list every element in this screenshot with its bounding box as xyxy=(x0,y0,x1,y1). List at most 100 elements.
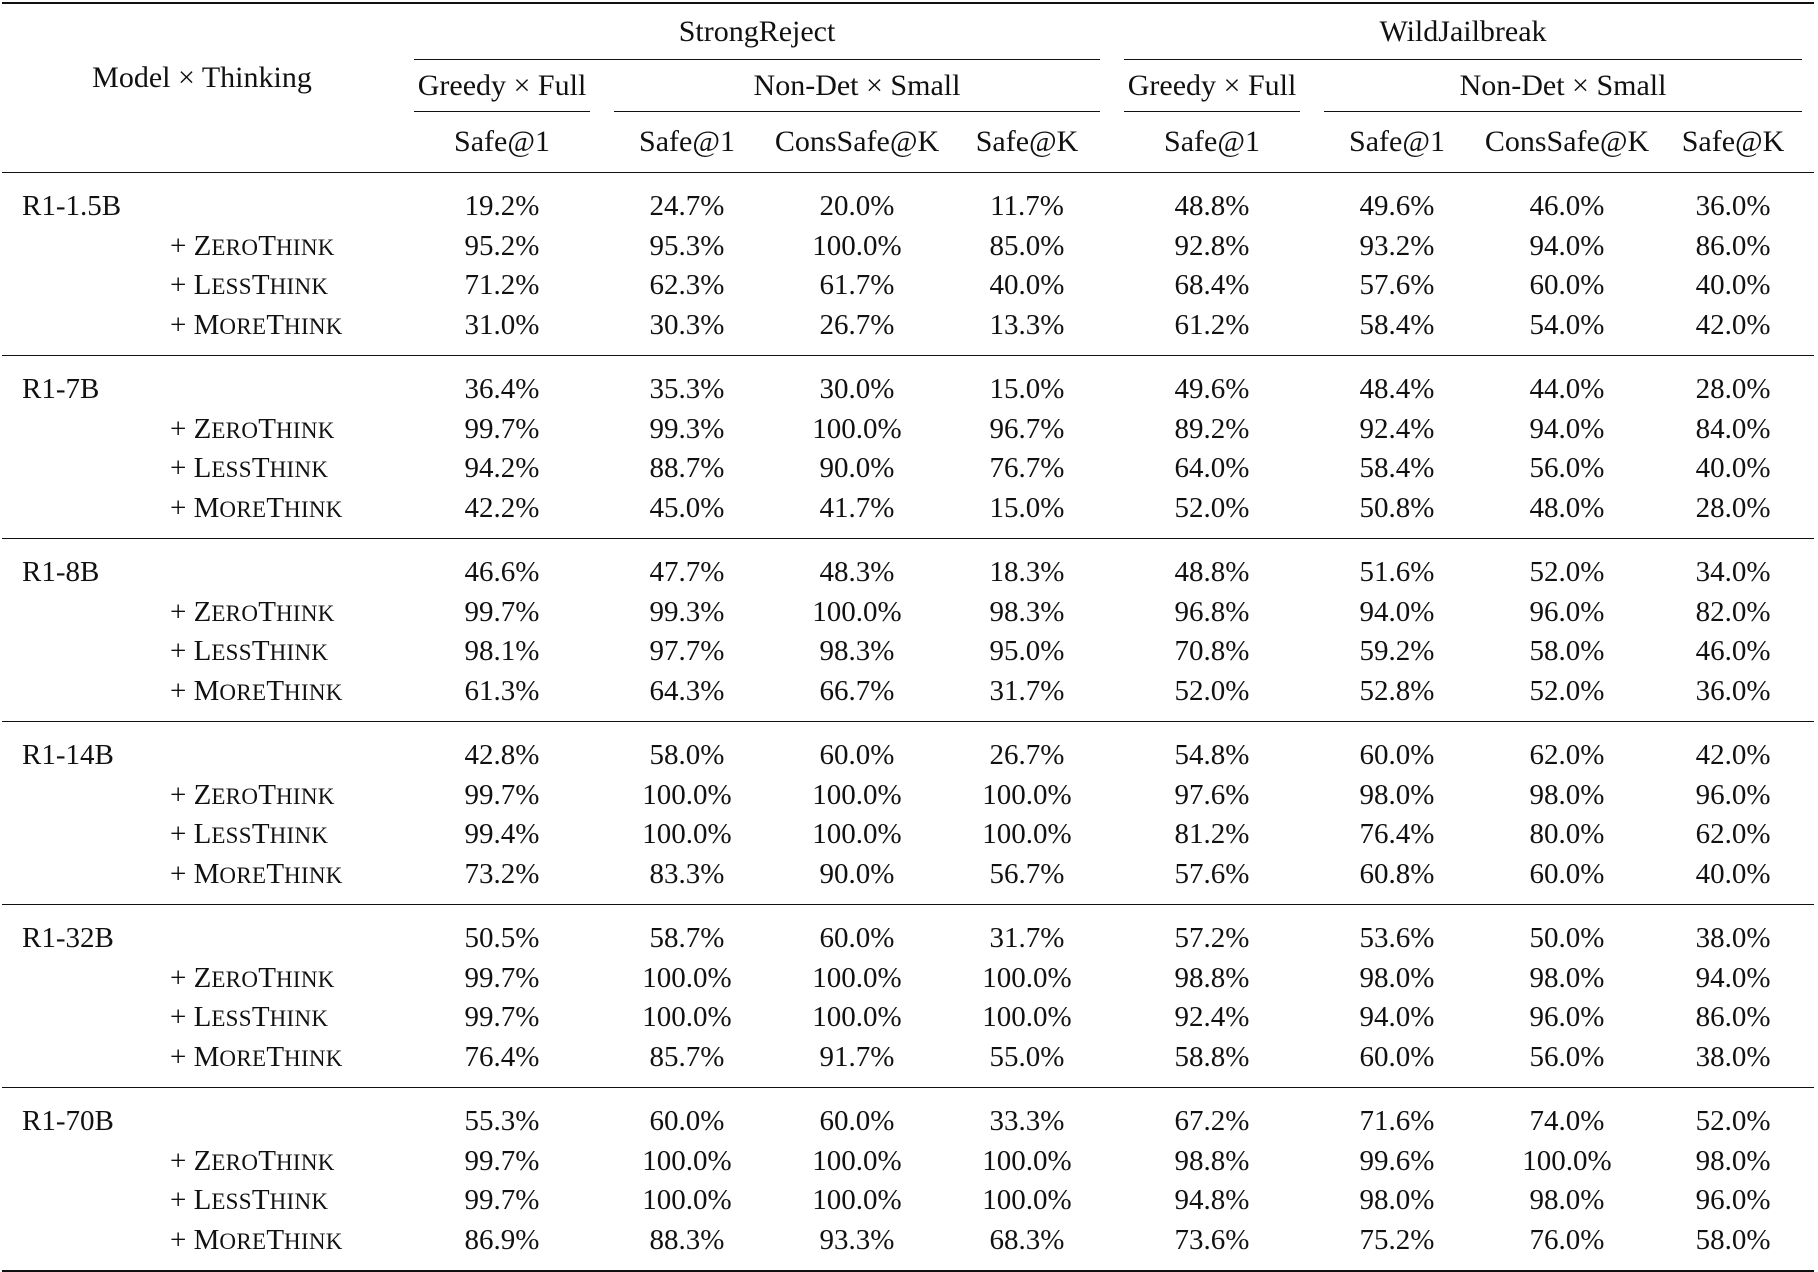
value-cell: 95.2% xyxy=(464,229,540,262)
variant-name-part: Z xyxy=(193,1144,212,1177)
value-cell: 52.0% xyxy=(1529,674,1605,707)
value-cell: 31.7% xyxy=(989,922,1065,955)
variant-name-part: + xyxy=(170,595,194,628)
value-cell: 30.0% xyxy=(819,373,895,406)
value-cell: 62.3% xyxy=(649,269,725,302)
value-cell: 20.0% xyxy=(819,190,895,223)
value-cell: 92.4% xyxy=(1359,412,1435,445)
variant-name-part: L xyxy=(193,452,212,485)
variant-name-part: HINK xyxy=(269,823,329,849)
value-cell: 24.7% xyxy=(649,190,725,223)
value-cell: 42.0% xyxy=(1695,739,1771,772)
value-cell: 86.9% xyxy=(464,1223,540,1256)
value-cell: 71.6% xyxy=(1359,1105,1435,1138)
variant-name-part: HINK xyxy=(275,234,335,260)
variant-name-part: + xyxy=(170,1040,194,1073)
variant-name-part: T xyxy=(251,635,270,668)
table-row: + MORETHINK 31.0% 30.3% 26.7% 13.3% 61.2% 58.4… xyxy=(2,306,1814,356)
value-cell: 83.3% xyxy=(649,857,725,890)
value-cell: 98.8% xyxy=(1174,1144,1250,1177)
variant-name-part: ESS xyxy=(211,640,252,666)
value-cell: 94.8% xyxy=(1174,1184,1250,1217)
value-cell: 100.0% xyxy=(812,412,902,445)
variant-name-part: T xyxy=(258,961,276,994)
value-cell: 56.0% xyxy=(1529,452,1605,485)
value-cell: 55.0% xyxy=(989,1040,1065,1073)
value-cell: 56.7% xyxy=(989,857,1065,890)
value-cell: 99.7% xyxy=(464,1184,540,1217)
value-cell: 31.0% xyxy=(464,308,540,341)
variant-name-part: Z xyxy=(193,595,212,628)
value-cell: 94.0% xyxy=(1529,229,1605,262)
setting-header-nondet-small: Non-Det × Small xyxy=(1312,60,1814,112)
variant-name-part: ESS xyxy=(211,1189,252,1215)
value-cell: 36.0% xyxy=(1695,190,1771,223)
variant-name-part: ORE xyxy=(219,1228,267,1254)
value-cell: 98.0% xyxy=(1359,778,1435,811)
variant-name-part: T xyxy=(251,818,270,851)
value-cell: 40.0% xyxy=(1695,452,1771,485)
table-row: + MORETHINK 86.9% 88.3% 93.3% 68.3% 73.6% 75.2… xyxy=(2,1221,1815,1271)
variant-name-part: ERO xyxy=(211,234,259,260)
variant-name-part: ORE xyxy=(219,496,267,522)
setting-header-row: Greedy × Full Non-Det × Small Greedy × F… xyxy=(2,60,1814,112)
value-cell: 99.7% xyxy=(464,961,540,994)
value-cell: 61.7% xyxy=(819,269,895,302)
value-cell: 58.0% xyxy=(649,739,725,772)
table-row: + MORETHINK 73.2% 83.3% 90.0% 56.7% 57.6% 60.8… xyxy=(2,855,1814,905)
value-cell: 31.7% xyxy=(989,674,1065,707)
variant-name-part: T xyxy=(258,778,276,811)
value-cell: 100.0% xyxy=(1522,1144,1612,1177)
value-cell: 98.0% xyxy=(1359,961,1435,994)
value-cell: 100.0% xyxy=(642,1001,732,1034)
value-cell: 93.3% xyxy=(819,1223,895,1256)
variant-name-part: Z xyxy=(193,412,212,445)
variant-name-part: HINK xyxy=(275,600,335,626)
table-row: + ZEROTHINK 99.7% 100.0% 100.0% 100.0% 98.8% 9… xyxy=(2,959,1814,999)
value-cell: 62.0% xyxy=(1695,818,1771,851)
value-cell: 52.0% xyxy=(1529,556,1605,589)
value-cell: 100.0% xyxy=(982,1184,1072,1217)
variant-name-part: T xyxy=(251,1184,270,1217)
table-row: + LESSTHINK 94.2% 88.7% 90.0% 76.7% 64.0% 58.4… xyxy=(2,449,1814,489)
value-cell: 60.0% xyxy=(1359,1040,1435,1073)
variant-name-part: M xyxy=(193,491,220,524)
variant-name-part: + xyxy=(170,1144,194,1177)
value-cell: 100.0% xyxy=(812,961,902,994)
value-cell: 62.0% xyxy=(1529,739,1605,772)
value-cell: 89.2% xyxy=(1174,412,1250,445)
value-cell: 74.0% xyxy=(1529,1105,1605,1138)
value-cell: 60.0% xyxy=(819,922,895,955)
value-cell: 86.0% xyxy=(1695,229,1771,262)
value-cell: 98.0% xyxy=(1359,1184,1435,1217)
value-cell: 94.0% xyxy=(1359,595,1435,628)
value-cell: 60.8% xyxy=(1359,857,1435,890)
variant-name-cell: + LESSTHINK xyxy=(2,632,402,672)
value-cell: 100.0% xyxy=(812,1001,902,1034)
table-row: + ZEROTHINK 99.7% 100.0% 100.0% 100.0% 97.6% 9… xyxy=(2,776,1814,816)
value-cell: 46.6% xyxy=(464,556,540,589)
value-cell: 68.3% xyxy=(989,1223,1065,1256)
variant-name-part: Z xyxy=(193,229,212,262)
value-cell: 93.2% xyxy=(1359,229,1435,262)
variant-name-part: T xyxy=(251,1001,270,1034)
table-row: + ZEROTHINK 99.7% 100.0% 100.0% 100.0% 98.8% 9… xyxy=(2,1142,1814,1182)
variant-name-part: ORE xyxy=(219,862,267,888)
variant-name-cell: + ZEROTHINK xyxy=(2,593,402,633)
value-cell: 42.8% xyxy=(464,739,540,772)
value-cell: 98.0% xyxy=(1529,778,1605,811)
value-cell: 99.4% xyxy=(464,818,540,851)
value-cell: 33.3% xyxy=(989,1105,1065,1138)
value-cell: 90.0% xyxy=(819,452,895,485)
value-cell: 98.0% xyxy=(1695,1144,1771,1177)
value-cell: 70.8% xyxy=(1174,635,1250,668)
value-cell: 28.0% xyxy=(1695,373,1771,406)
variant-name-cell: + LESSTHINK xyxy=(2,266,402,306)
value-cell: 58.4% xyxy=(1359,308,1435,341)
variant-name-part: T xyxy=(266,674,285,707)
variant-name-part: ESS xyxy=(211,823,252,849)
value-cell: 98.0% xyxy=(1529,961,1605,994)
table-row: + LESSTHINK 99.4% 100.0% 100.0% 100.0% 81.2% 7… xyxy=(2,815,1814,855)
value-cell: 60.0% xyxy=(1359,739,1435,772)
